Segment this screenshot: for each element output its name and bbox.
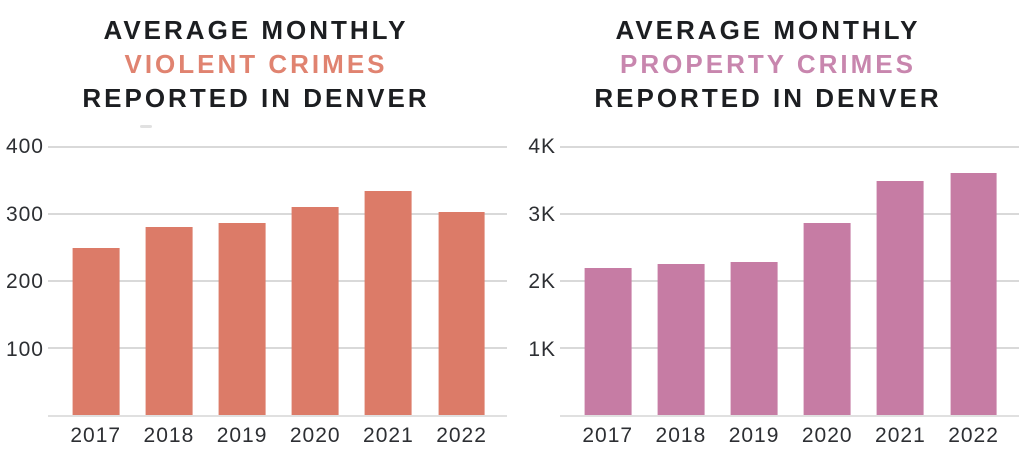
x-axis-tick-label: 2020 — [289, 424, 341, 447]
y-axis-tick-label: 100 — [5, 337, 44, 361]
x-axis: 2017 2018 2019 2020 2021 2022 — [560, 417, 1019, 465]
bar-2022 — [438, 212, 485, 415]
gridline — [48, 347, 507, 349]
bar-2022 — [950, 173, 997, 415]
gridline — [560, 347, 1019, 349]
bar-2021 — [876, 180, 924, 415]
x-axis-tick-label: 2021 — [875, 424, 926, 447]
x-axis-tick-label: 2018 — [143, 424, 195, 447]
bar-2017 — [584, 268, 632, 415]
y-axis-tick-label: 300 — [5, 202, 44, 226]
bar-2018 — [145, 227, 193, 415]
bar-2017 — [72, 247, 120, 415]
y-axis: 1K 2K 3K 4K — [512, 135, 556, 417]
y-axis: 100 200 300 400 — [0, 135, 44, 417]
x-axis-tick-label: 2019 — [728, 424, 780, 447]
violent-crimes-chart: AVERAGE MONTHLY VIOLENT CRIMES REPORTED … — [0, 13, 512, 465]
gridline — [560, 213, 1019, 215]
x-axis-tick-label: 2017 — [70, 424, 122, 447]
title-accent-property: PROPERTY CRIMES — [620, 49, 916, 79]
crop-artifact — [140, 125, 152, 128]
bar-2021 — [364, 191, 412, 415]
bar-2019 — [218, 223, 266, 415]
x-axis-tick-label: 2022 — [948, 424, 999, 447]
chart-title: AVERAGE MONTHLY PROPERTY CRIMES REPORTED… — [512, 13, 1024, 115]
title-line-3: REPORTED IN DENVER — [594, 83, 942, 113]
chart-title: AVERAGE MONTHLY VIOLENT CRIMES REPORTED … — [0, 13, 512, 115]
x-axis: 2017 2018 2019 2020 2021 2022 — [48, 417, 507, 465]
plot-area — [560, 146, 1019, 417]
y-axis-tick-label: 1K — [528, 337, 556, 361]
bar-2020 — [291, 207, 339, 415]
gridline — [560, 280, 1019, 282]
gridline — [48, 280, 507, 282]
bar-2019 — [730, 261, 778, 415]
bar-2020 — [803, 222, 851, 415]
x-axis-tick-label: 2022 — [436, 424, 487, 447]
y-axis-tick-label: 4K — [528, 135, 556, 158]
title-line-1: AVERAGE MONTHLY — [615, 15, 921, 45]
title-line-1: AVERAGE MONTHLY — [103, 15, 409, 45]
bar-2018 — [657, 264, 705, 415]
title-line-3: REPORTED IN DENVER — [82, 83, 430, 113]
x-axis-tick-label: 2020 — [801, 424, 853, 447]
x-axis-tick-label: 2018 — [655, 424, 707, 447]
y-axis-tick-label: 400 — [5, 135, 44, 158]
title-accent-violent: VIOLENT CRIMES — [124, 49, 388, 79]
y-axis-tick-label: 3K — [528, 202, 556, 226]
x-axis-tick-label: 2021 — [363, 424, 414, 447]
x-axis-tick-label: 2017 — [582, 424, 634, 447]
gridline — [560, 146, 1019, 148]
property-crimes-chart: AVERAGE MONTHLY PROPERTY CRIMES REPORTED… — [512, 0, 1024, 465]
x-axis-tick-label: 2019 — [216, 424, 268, 447]
plot-area — [48, 146, 507, 417]
y-axis-tick-label: 200 — [5, 270, 44, 293]
gridline — [48, 146, 507, 148]
y-axis-tick-label: 2K — [528, 270, 556, 293]
gridline — [48, 213, 507, 215]
